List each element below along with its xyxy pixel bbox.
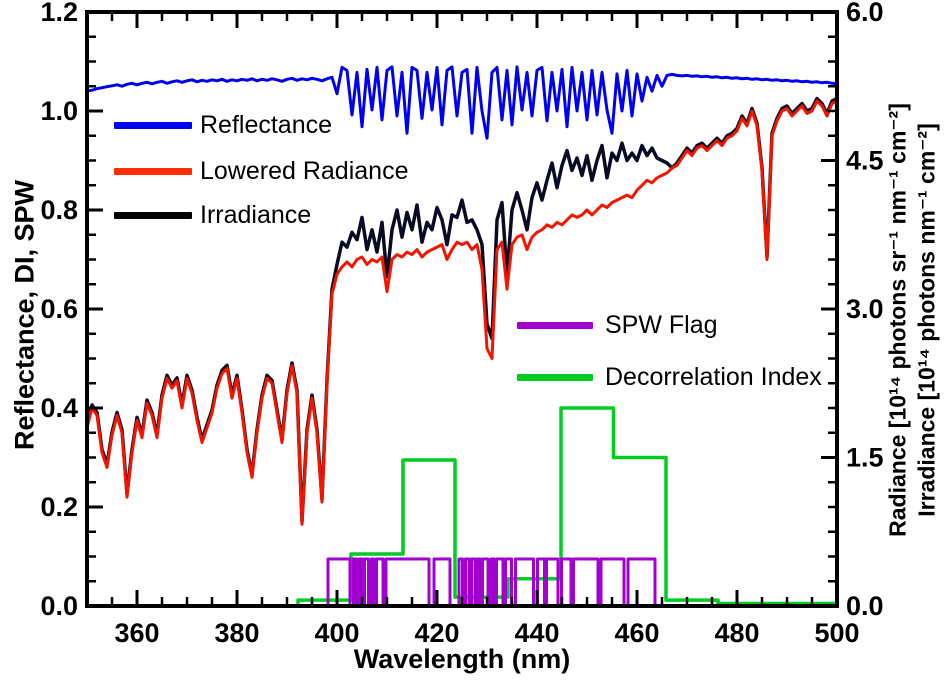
plot-frame [85,10,839,608]
legend-swatch-lowered-radiance [114,167,192,175]
x-tick-label: 400 [314,618,359,648]
y-right-tick-label: 4.5 [846,146,884,176]
x-tick-label: 500 [814,618,859,648]
series-decorrelation-index [85,406,837,608]
legend-item-reflectance: Reflectance [114,111,332,139]
x-tick-label: 440 [514,618,559,648]
y-left-tick-label: 0.4 [40,393,78,423]
legend-label-irradiance: Irradiance [200,201,312,229]
x-axis-title: Wavelength (nm) [353,644,571,674]
right-axis-title-radiance: Radiance [10¹⁴ photons sr⁻¹ nm⁻¹ cm⁻²] [884,103,911,537]
y-right-tick-label: 3.0 [846,294,884,324]
y-left-tick-label: 0.8 [40,195,78,225]
y-right-tick-label: 1.5 [846,443,884,473]
legend-swatch-spw-flag [517,321,593,329]
left-axis-title: Reflectance, DI, SPW [9,179,40,451]
x-tick-label: 380 [214,618,259,648]
y-right-tick-label: 6.0 [846,0,884,27]
x-tick-label: 460 [614,618,659,648]
y-right-tick-label: 0.0 [846,591,884,621]
x-tick-label: 360 [114,618,159,648]
series-lowered-radiance [85,99,839,526]
y-left-tick-label: 1.2 [40,0,78,27]
y-left-tick-label: 0.6 [40,294,78,324]
legend-swatch-irradiance [114,211,192,219]
legend-swatch-reflectance [114,121,192,129]
series-spw-flag [317,557,720,608]
legend-label-decorrelation-index: Decorrelation Index [605,363,822,391]
legend-item-spw-flag: SPW Flag [517,311,718,339]
legend-item-irradiance: Irradiance [114,201,311,229]
right-axis-title-irradiance: Irradiance [10¹⁴ photons nm⁻¹ cm⁻²] [913,123,940,517]
x-tick-label: 480 [714,618,759,648]
y-left-tick-label: 0.0 [40,591,78,621]
legend-label-spw-flag: SPW Flag [605,311,718,339]
y-left-tick-label: 1.0 [40,96,78,126]
legend-label-lowered-radiance: Lowered Radiance [200,157,409,185]
legend-label-reflectance: Reflectance [200,111,333,139]
series-reflectance [85,65,839,140]
legend-item-lowered-radiance: Lowered Radiance [114,157,408,185]
legend-swatch-decorrelation-index [517,373,593,381]
legend-item-decorrelation-index: Decorrelation Index [517,363,822,391]
y-left-tick-label: 0.2 [40,492,78,522]
x-tick-label: 420 [414,618,459,648]
